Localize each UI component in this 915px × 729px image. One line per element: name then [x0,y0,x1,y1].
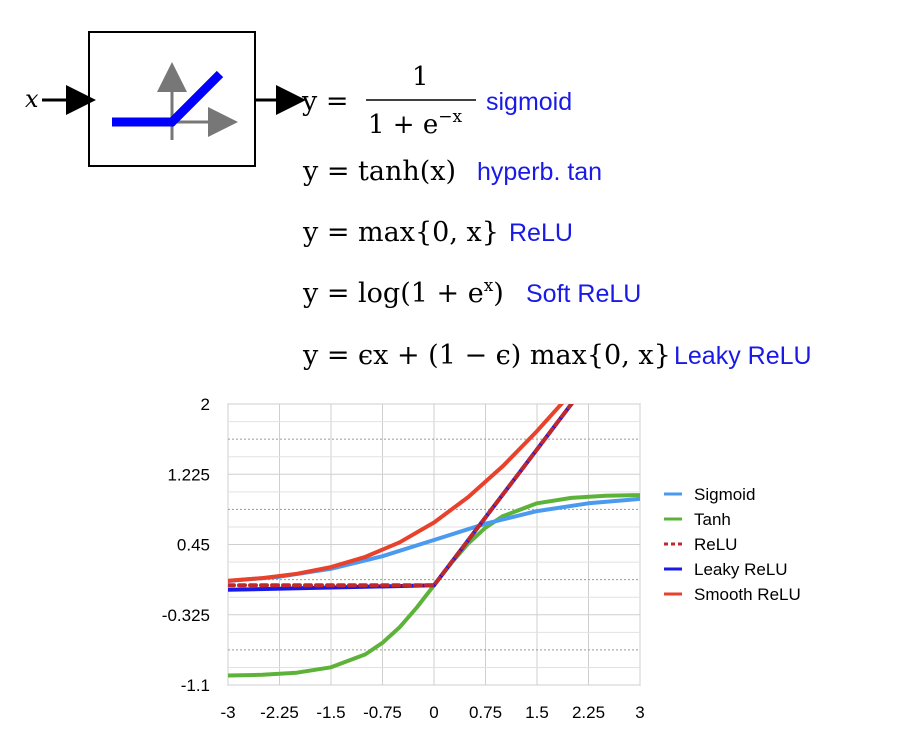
neuron-diagram: x [25,31,306,167]
activation-chart: -3 -2.25 -1.5 -0.75 0 0.75 1.5 2.25 3 2 1.225 0.45… [162,395,801,722]
y-tick-label: -0.325 [162,606,210,625]
y-tick-label: -1.1 [181,676,210,695]
x-tick-label: -3 [220,703,235,722]
grid [227,403,641,686]
formula-tanh-expr: y = tanh(x) [302,156,456,187]
x-axis-ticks: -3 -2.25 -1.5 -0.75 0 0.75 1.5 2.25 3 [220,703,644,722]
legend: Sigmoid Tanh ReLU Leaky ReLU Smooth ReLU [664,485,801,604]
formula-softrelu-expr: y = log(1 + ex) [302,276,504,309]
softrelu-base: y = log(1 + e [302,278,484,309]
series-line-relu [228,404,574,588]
softrelu-exponent: x [484,276,494,296]
formula-sigmoid-denominator: 1 + e−x [368,107,462,140]
formula-leakyrelu-expr: y = ϵx + (1 − ϵ) max{0, x} [302,340,671,371]
formula-sigmoid-numerator: 1 [412,62,429,92]
legend-label: Smooth ReLU [694,585,801,604]
x-tick-label: 0.75 [469,703,502,722]
relu-label: ReLU [509,219,573,247]
x-tick-label: -2.25 [260,703,299,722]
tanh-label: hyperb. tan [477,158,602,186]
formula-tanh: y = tanh(x) hyperb. tan [302,156,602,187]
formula-relu: y = max{0, x} ReLU [302,217,573,248]
relu-curve-icon [112,70,224,127]
relu-icon [112,62,238,140]
x-tick-label: 3 [635,703,644,722]
x-tick-label: 0 [429,703,438,722]
y-tick-label: 2 [201,395,210,414]
series-group [228,404,640,678]
input-label: x [25,85,39,113]
legend-label: ReLU [694,535,737,554]
formula-relu-expr: y = max{0, x} [302,217,499,248]
legend-label: Leaky ReLU [694,560,788,579]
x-tick-label: 1.5 [525,703,549,722]
leakyrelu-label: Leaky ReLU [674,342,812,370]
sigmoid-label: sigmoid [486,88,572,116]
legend-label: Tanh [694,510,731,529]
formula-softrelu: y = log(1 + ex) Soft ReLU [302,276,641,309]
y-tick-label: 0.45 [177,536,210,555]
softrelu-tail: ) [493,278,504,309]
formula-sigmoid-lhs: y = [301,86,348,117]
denominator-exponent: −x [438,107,462,127]
denominator-base: 1 + e [368,110,438,140]
y-axis-ticks: 2 1.225 0.45 -0.325 -1.1 [162,395,210,695]
series-line-smooth-relu [228,404,565,583]
formula-leakyrelu: y = ϵx + (1 − ϵ) max{0, x} Leaky ReLU [302,340,812,371]
x-tick-label: -1.5 [316,703,345,722]
softrelu-label: Soft ReLU [526,280,641,308]
legend-label: Sigmoid [694,485,755,504]
formula-list: y = 1 1 + e−x sigmoid y = tanh(x) hyperb… [301,62,812,371]
formula-sigmoid: y = 1 1 + e−x sigmoid [301,62,572,140]
y-tick-label: 1.225 [167,465,210,484]
x-tick-label: -0.75 [363,703,402,722]
x-tick-label: 2.25 [572,703,605,722]
